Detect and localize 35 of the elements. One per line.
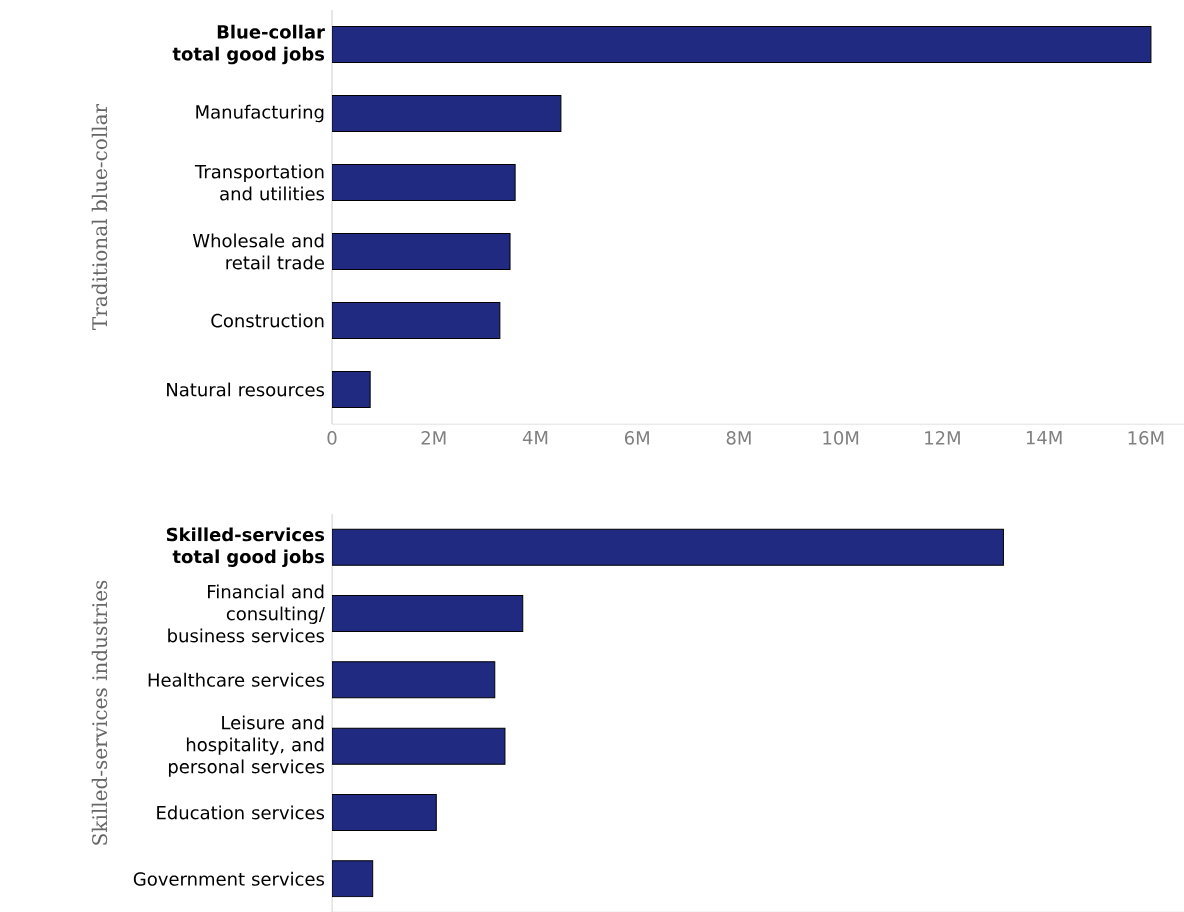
y-tick-label: Skilled-services total good jobs <box>166 527 325 567</box>
bar <box>332 860 374 898</box>
bar <box>332 233 511 271</box>
x-tick-label: 12M <box>925 431 960 445</box>
y-tick-label: Natural resources <box>167 382 325 397</box>
bar <box>332 95 562 133</box>
x-tick-label: 4M <box>522 431 548 445</box>
y-tick-label: Financial and consulting/ business services <box>168 584 325 643</box>
bar <box>332 164 516 202</box>
y-tick-label: Healthcare services <box>148 672 325 687</box>
y-tick-label: Leisure and hospitality, and personal services <box>168 715 325 777</box>
bar <box>332 661 496 699</box>
x-tick-label: 0 <box>327 431 337 445</box>
bar <box>332 302 501 340</box>
y-axis-title: Traditional blue-collar <box>91 103 108 330</box>
x-tick-label: 6M <box>624 431 649 445</box>
x-tick-label: 16M <box>1128 431 1164 445</box>
bar <box>332 371 371 408</box>
y-axis-title: Skilled-services industries <box>91 580 108 845</box>
bar <box>332 528 1004 566</box>
x-tick-label: 14M <box>1026 431 1062 445</box>
y-tick-label: Government services <box>133 871 325 886</box>
x-tick-label: 10M <box>823 431 859 445</box>
y-tick-label: Education services <box>157 805 325 820</box>
y-tick-label: Manufacturing <box>196 104 324 123</box>
y-tick-label: Transportation and utilities <box>194 164 325 201</box>
x-tick-label: 8M <box>726 431 751 445</box>
y-tick-label: Construction <box>211 313 324 328</box>
bar <box>332 727 506 765</box>
bar <box>332 595 524 632</box>
x-tick-label: 2M <box>421 431 446 445</box>
bar <box>332 26 1152 64</box>
y-tick-label: Blue-collar total good jobs <box>172 24 325 65</box>
bar <box>332 794 437 832</box>
y-tick-label: Wholesale and retail trade <box>192 233 324 270</box>
